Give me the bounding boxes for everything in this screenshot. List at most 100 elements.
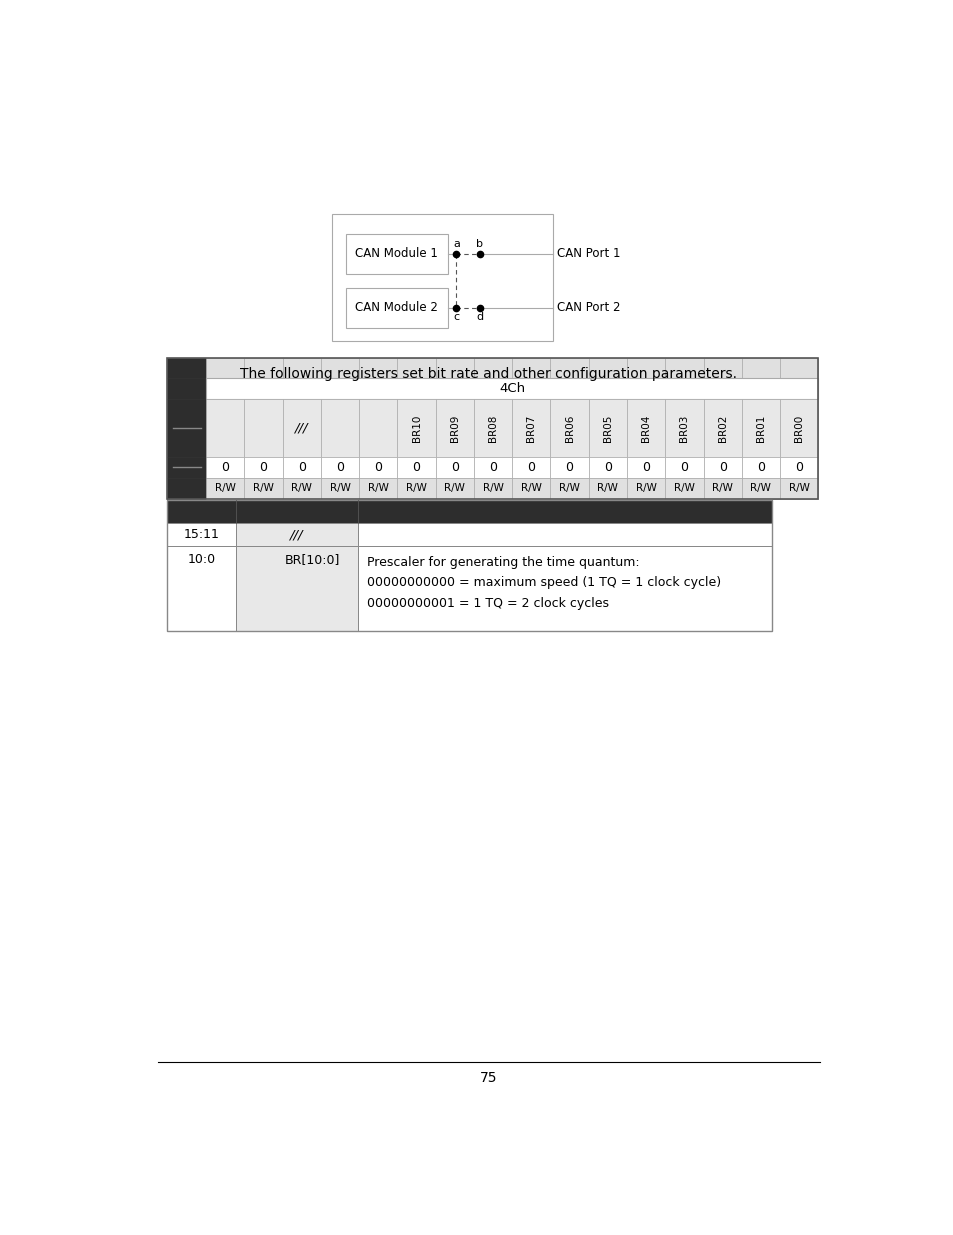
FancyBboxPatch shape xyxy=(780,399,818,457)
Text: 0: 0 xyxy=(221,461,229,474)
Text: R/W: R/W xyxy=(558,483,579,493)
FancyBboxPatch shape xyxy=(320,478,358,499)
Text: R/W: R/W xyxy=(368,483,388,493)
FancyBboxPatch shape xyxy=(206,457,244,478)
Text: R/W: R/W xyxy=(673,483,694,493)
Text: R/W: R/W xyxy=(406,483,427,493)
FancyBboxPatch shape xyxy=(588,457,626,478)
FancyBboxPatch shape xyxy=(167,358,206,378)
FancyBboxPatch shape xyxy=(474,478,512,499)
FancyBboxPatch shape xyxy=(206,478,244,499)
Text: R/W: R/W xyxy=(520,483,541,493)
FancyBboxPatch shape xyxy=(397,457,436,478)
FancyBboxPatch shape xyxy=(320,457,358,478)
FancyBboxPatch shape xyxy=(436,399,474,457)
FancyBboxPatch shape xyxy=(702,457,741,478)
FancyBboxPatch shape xyxy=(167,399,206,457)
FancyBboxPatch shape xyxy=(282,478,320,499)
FancyBboxPatch shape xyxy=(167,478,206,499)
FancyBboxPatch shape xyxy=(244,358,282,378)
Text: 0: 0 xyxy=(451,461,458,474)
FancyBboxPatch shape xyxy=(512,399,550,457)
Text: BR02: BR02 xyxy=(717,415,727,442)
Text: BR04: BR04 xyxy=(640,415,650,442)
Text: BR10: BR10 xyxy=(411,415,421,442)
FancyBboxPatch shape xyxy=(244,457,282,478)
FancyBboxPatch shape xyxy=(512,457,550,478)
FancyBboxPatch shape xyxy=(358,399,397,457)
FancyBboxPatch shape xyxy=(664,478,702,499)
Text: 0: 0 xyxy=(412,461,420,474)
FancyBboxPatch shape xyxy=(512,478,550,499)
Text: ///: /// xyxy=(290,529,303,541)
Text: 00000000000 = maximum speed (1 TQ = 1 clock cycle): 00000000000 = maximum speed (1 TQ = 1 cl… xyxy=(367,577,720,589)
FancyBboxPatch shape xyxy=(282,399,320,457)
FancyBboxPatch shape xyxy=(702,478,741,499)
FancyBboxPatch shape xyxy=(550,358,588,378)
Text: R/W: R/W xyxy=(329,483,350,493)
FancyBboxPatch shape xyxy=(474,358,512,378)
FancyBboxPatch shape xyxy=(780,457,818,478)
FancyBboxPatch shape xyxy=(244,399,282,457)
Text: a: a xyxy=(453,240,459,249)
FancyBboxPatch shape xyxy=(167,524,235,546)
FancyBboxPatch shape xyxy=(358,358,397,378)
Text: 0: 0 xyxy=(795,461,802,474)
Text: 0: 0 xyxy=(718,461,726,474)
FancyBboxPatch shape xyxy=(626,399,664,457)
FancyBboxPatch shape xyxy=(626,358,664,378)
Text: d: d xyxy=(476,311,482,322)
Text: R/W: R/W xyxy=(214,483,235,493)
Text: 75: 75 xyxy=(479,1071,497,1086)
FancyBboxPatch shape xyxy=(550,457,588,478)
FancyBboxPatch shape xyxy=(235,546,357,631)
Text: CAN Module 1: CAN Module 1 xyxy=(355,247,437,261)
Text: 4Ch: 4Ch xyxy=(498,383,525,395)
Text: BR01: BR01 xyxy=(755,415,765,442)
FancyBboxPatch shape xyxy=(780,358,818,378)
FancyBboxPatch shape xyxy=(206,399,244,457)
FancyBboxPatch shape xyxy=(741,457,780,478)
FancyBboxPatch shape xyxy=(397,358,436,378)
FancyBboxPatch shape xyxy=(332,214,553,341)
FancyBboxPatch shape xyxy=(626,478,664,499)
FancyBboxPatch shape xyxy=(512,358,550,378)
Text: R/W: R/W xyxy=(750,483,771,493)
FancyBboxPatch shape xyxy=(357,500,771,524)
Text: BR06: BR06 xyxy=(564,415,574,442)
Text: R/W: R/W xyxy=(788,483,809,493)
Text: ///: /// xyxy=(294,421,308,435)
FancyBboxPatch shape xyxy=(741,399,780,457)
Text: R/W: R/W xyxy=(482,483,503,493)
Text: BR00: BR00 xyxy=(793,415,803,442)
FancyBboxPatch shape xyxy=(167,457,206,478)
Text: BR07: BR07 xyxy=(526,415,536,442)
FancyBboxPatch shape xyxy=(282,457,320,478)
Text: CAN Port 2: CAN Port 2 xyxy=(557,301,620,314)
Text: BR03: BR03 xyxy=(679,415,689,442)
FancyBboxPatch shape xyxy=(741,358,780,378)
Text: 0: 0 xyxy=(259,461,267,474)
Text: BR09: BR09 xyxy=(449,415,459,442)
Text: BR[10:0]: BR[10:0] xyxy=(285,553,340,566)
Text: R/W: R/W xyxy=(291,483,312,493)
Text: R/W: R/W xyxy=(597,483,618,493)
Text: The following registers set bit rate and other configuration parameters.: The following registers set bit rate and… xyxy=(240,367,737,380)
FancyBboxPatch shape xyxy=(741,478,780,499)
FancyBboxPatch shape xyxy=(550,478,588,499)
FancyBboxPatch shape xyxy=(244,478,282,499)
Text: R/W: R/W xyxy=(444,483,465,493)
Text: 0: 0 xyxy=(603,461,611,474)
FancyBboxPatch shape xyxy=(664,399,702,457)
FancyBboxPatch shape xyxy=(358,478,397,499)
Text: 0: 0 xyxy=(374,461,382,474)
Text: 15:11: 15:11 xyxy=(183,529,219,541)
FancyBboxPatch shape xyxy=(780,478,818,499)
FancyBboxPatch shape xyxy=(345,288,447,327)
FancyBboxPatch shape xyxy=(235,500,357,524)
FancyBboxPatch shape xyxy=(588,358,626,378)
FancyBboxPatch shape xyxy=(664,358,702,378)
FancyBboxPatch shape xyxy=(357,524,771,546)
Text: 0: 0 xyxy=(335,461,344,474)
Text: c: c xyxy=(453,311,459,322)
